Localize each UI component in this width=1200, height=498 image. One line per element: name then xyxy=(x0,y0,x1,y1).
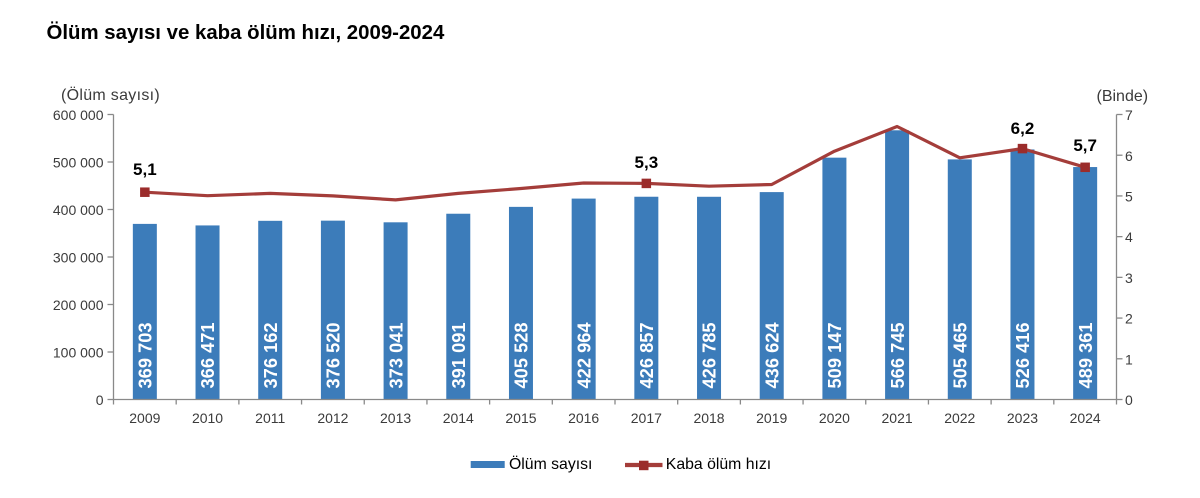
svg-text:2017: 2017 xyxy=(631,410,662,426)
svg-text:(Binde): (Binde) xyxy=(1097,88,1149,105)
svg-text:2018: 2018 xyxy=(693,410,724,426)
svg-text:366 471: 366 471 xyxy=(197,322,218,388)
svg-text:2011: 2011 xyxy=(255,410,285,426)
svg-text:2009: 2009 xyxy=(129,410,160,426)
svg-text:436 624: 436 624 xyxy=(761,322,782,389)
svg-text:373 041: 373 041 xyxy=(385,322,406,388)
svg-text:376 162: 376 162 xyxy=(260,322,281,388)
svg-text:6: 6 xyxy=(1125,148,1133,164)
svg-text:422 964: 422 964 xyxy=(573,322,594,389)
svg-text:509 147: 509 147 xyxy=(824,322,845,388)
svg-text:2015: 2015 xyxy=(505,410,536,426)
svg-text:5: 5 xyxy=(1125,189,1133,205)
svg-text:300 000: 300 000 xyxy=(53,250,104,266)
svg-text:200 000: 200 000 xyxy=(53,297,104,313)
svg-text:5,1: 5,1 xyxy=(133,160,157,179)
svg-text:2022: 2022 xyxy=(944,410,975,426)
svg-text:2023: 2023 xyxy=(1007,410,1038,426)
svg-text:2024: 2024 xyxy=(1070,410,1101,426)
svg-text:505 465: 505 465 xyxy=(949,322,970,388)
svg-text:2020: 2020 xyxy=(819,410,850,426)
svg-text:369 703: 369 703 xyxy=(135,322,156,388)
svg-text:6,2: 6,2 xyxy=(1011,119,1035,138)
svg-text:426 857: 426 857 xyxy=(636,322,657,388)
svg-text:0: 0 xyxy=(96,392,104,408)
svg-text:7: 7 xyxy=(1125,107,1133,123)
svg-text:2016: 2016 xyxy=(568,410,599,426)
svg-text:426 785: 426 785 xyxy=(699,322,720,388)
svg-text:2: 2 xyxy=(1125,311,1133,327)
svg-text:4: 4 xyxy=(1125,229,1133,245)
svg-text:0: 0 xyxy=(1125,392,1133,408)
svg-text:400 000: 400 000 xyxy=(53,202,104,218)
svg-text:500 000: 500 000 xyxy=(53,155,104,171)
svg-text:5,7: 5,7 xyxy=(1073,136,1097,155)
svg-text:3: 3 xyxy=(1125,270,1133,286)
svg-text:489 361: 489 361 xyxy=(1075,322,1096,388)
svg-text:600 000: 600 000 xyxy=(53,107,104,123)
svg-text:Ölüm sayısı ve kaba ölüm hızı,: Ölüm sayısı ve kaba ölüm hızı, 2009-2024 xyxy=(47,21,445,44)
svg-text:376 520: 376 520 xyxy=(323,322,344,388)
svg-text:100 000: 100 000 xyxy=(53,345,104,361)
svg-text:5,3: 5,3 xyxy=(635,153,659,172)
svg-text:405 528: 405 528 xyxy=(511,322,532,388)
svg-text:Kaba ölüm hızı: Kaba ölüm hızı xyxy=(666,456,771,473)
svg-text:566 745: 566 745 xyxy=(887,322,908,388)
svg-text:Ölüm sayısı: Ölüm sayısı xyxy=(509,455,592,473)
svg-text:2012: 2012 xyxy=(317,410,348,426)
svg-text:2014: 2014 xyxy=(443,410,474,426)
svg-text:(Ölüm sayısı): (Ölüm sayısı) xyxy=(61,86,160,104)
svg-text:391 091: 391 091 xyxy=(448,322,469,388)
svg-text:526 416: 526 416 xyxy=(1012,322,1033,388)
svg-text:2013: 2013 xyxy=(380,410,411,426)
svg-text:2021: 2021 xyxy=(882,410,913,426)
svg-text:2010: 2010 xyxy=(192,410,223,426)
svg-text:2019: 2019 xyxy=(756,410,787,426)
svg-text:1: 1 xyxy=(1125,351,1133,367)
